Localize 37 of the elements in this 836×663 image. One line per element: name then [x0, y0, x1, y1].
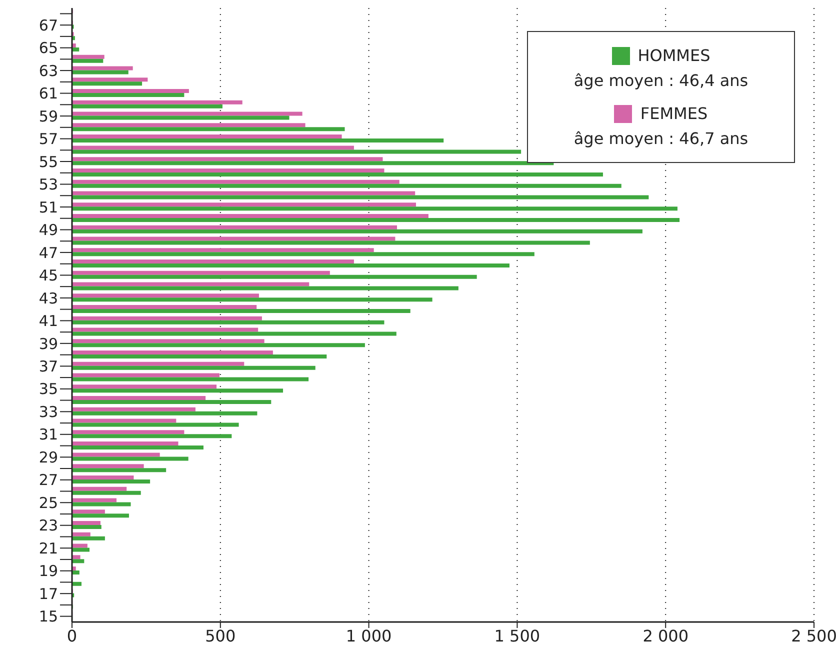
legend-label: FEMMES [640, 104, 708, 123]
y-tick-label: 21 [38, 539, 58, 558]
y-tick-label: 61 [38, 84, 58, 103]
y-tick-label: 45 [38, 266, 58, 285]
y-tick-label: 53 [38, 176, 58, 194]
y-tick-label: 35 [38, 380, 58, 398]
y-tick-label: 67 [38, 16, 58, 34]
y-tick-label: 43 [38, 289, 58, 308]
y-tick-label: 57 [38, 130, 58, 148]
y-tick-label: 37 [38, 357, 58, 376]
y-tick-label: 49 [38, 221, 58, 240]
y-tick-label: 31 [38, 426, 58, 444]
y-tick-label: 65 [38, 39, 58, 58]
y-tick-label: 63 [38, 62, 58, 80]
y-tick-label: 33 [38, 402, 58, 421]
x-tick-label: 1 000 [346, 626, 392, 646]
y-tick-label: 29 [38, 448, 58, 466]
y-tick-label: 51 [38, 198, 58, 216]
x-tick-label: 500 [205, 626, 236, 646]
y-tick-label: 59 [38, 107, 58, 126]
y-tick-label: 17 [38, 584, 58, 603]
x-tick-label: 1 500 [494, 626, 540, 646]
y-tick-label: 41 [38, 312, 58, 330]
x-tick-label: 2 500 [791, 626, 836, 646]
x-tick-label: 0 [66, 626, 78, 646]
y-tick-label: 19 [38, 562, 58, 580]
y-tick-label: 23 [38, 516, 58, 535]
y-tick-label: 47 [38, 244, 58, 262]
y-tick-label: 15 [38, 608, 58, 626]
y-tick-label: 25 [38, 494, 58, 512]
annotation: âge moyen : 46,7 ans [572, 129, 750, 148]
y-tick-label: 39 [38, 334, 58, 353]
annotation: âge moyen : 46,4 ans [572, 71, 750, 90]
y-tick-label: 27 [38, 471, 58, 490]
y-tick-label: 55 [38, 152, 58, 171]
legend-label: HOMMES [638, 46, 710, 65]
x-tick-label: 2 000 [642, 626, 689, 646]
